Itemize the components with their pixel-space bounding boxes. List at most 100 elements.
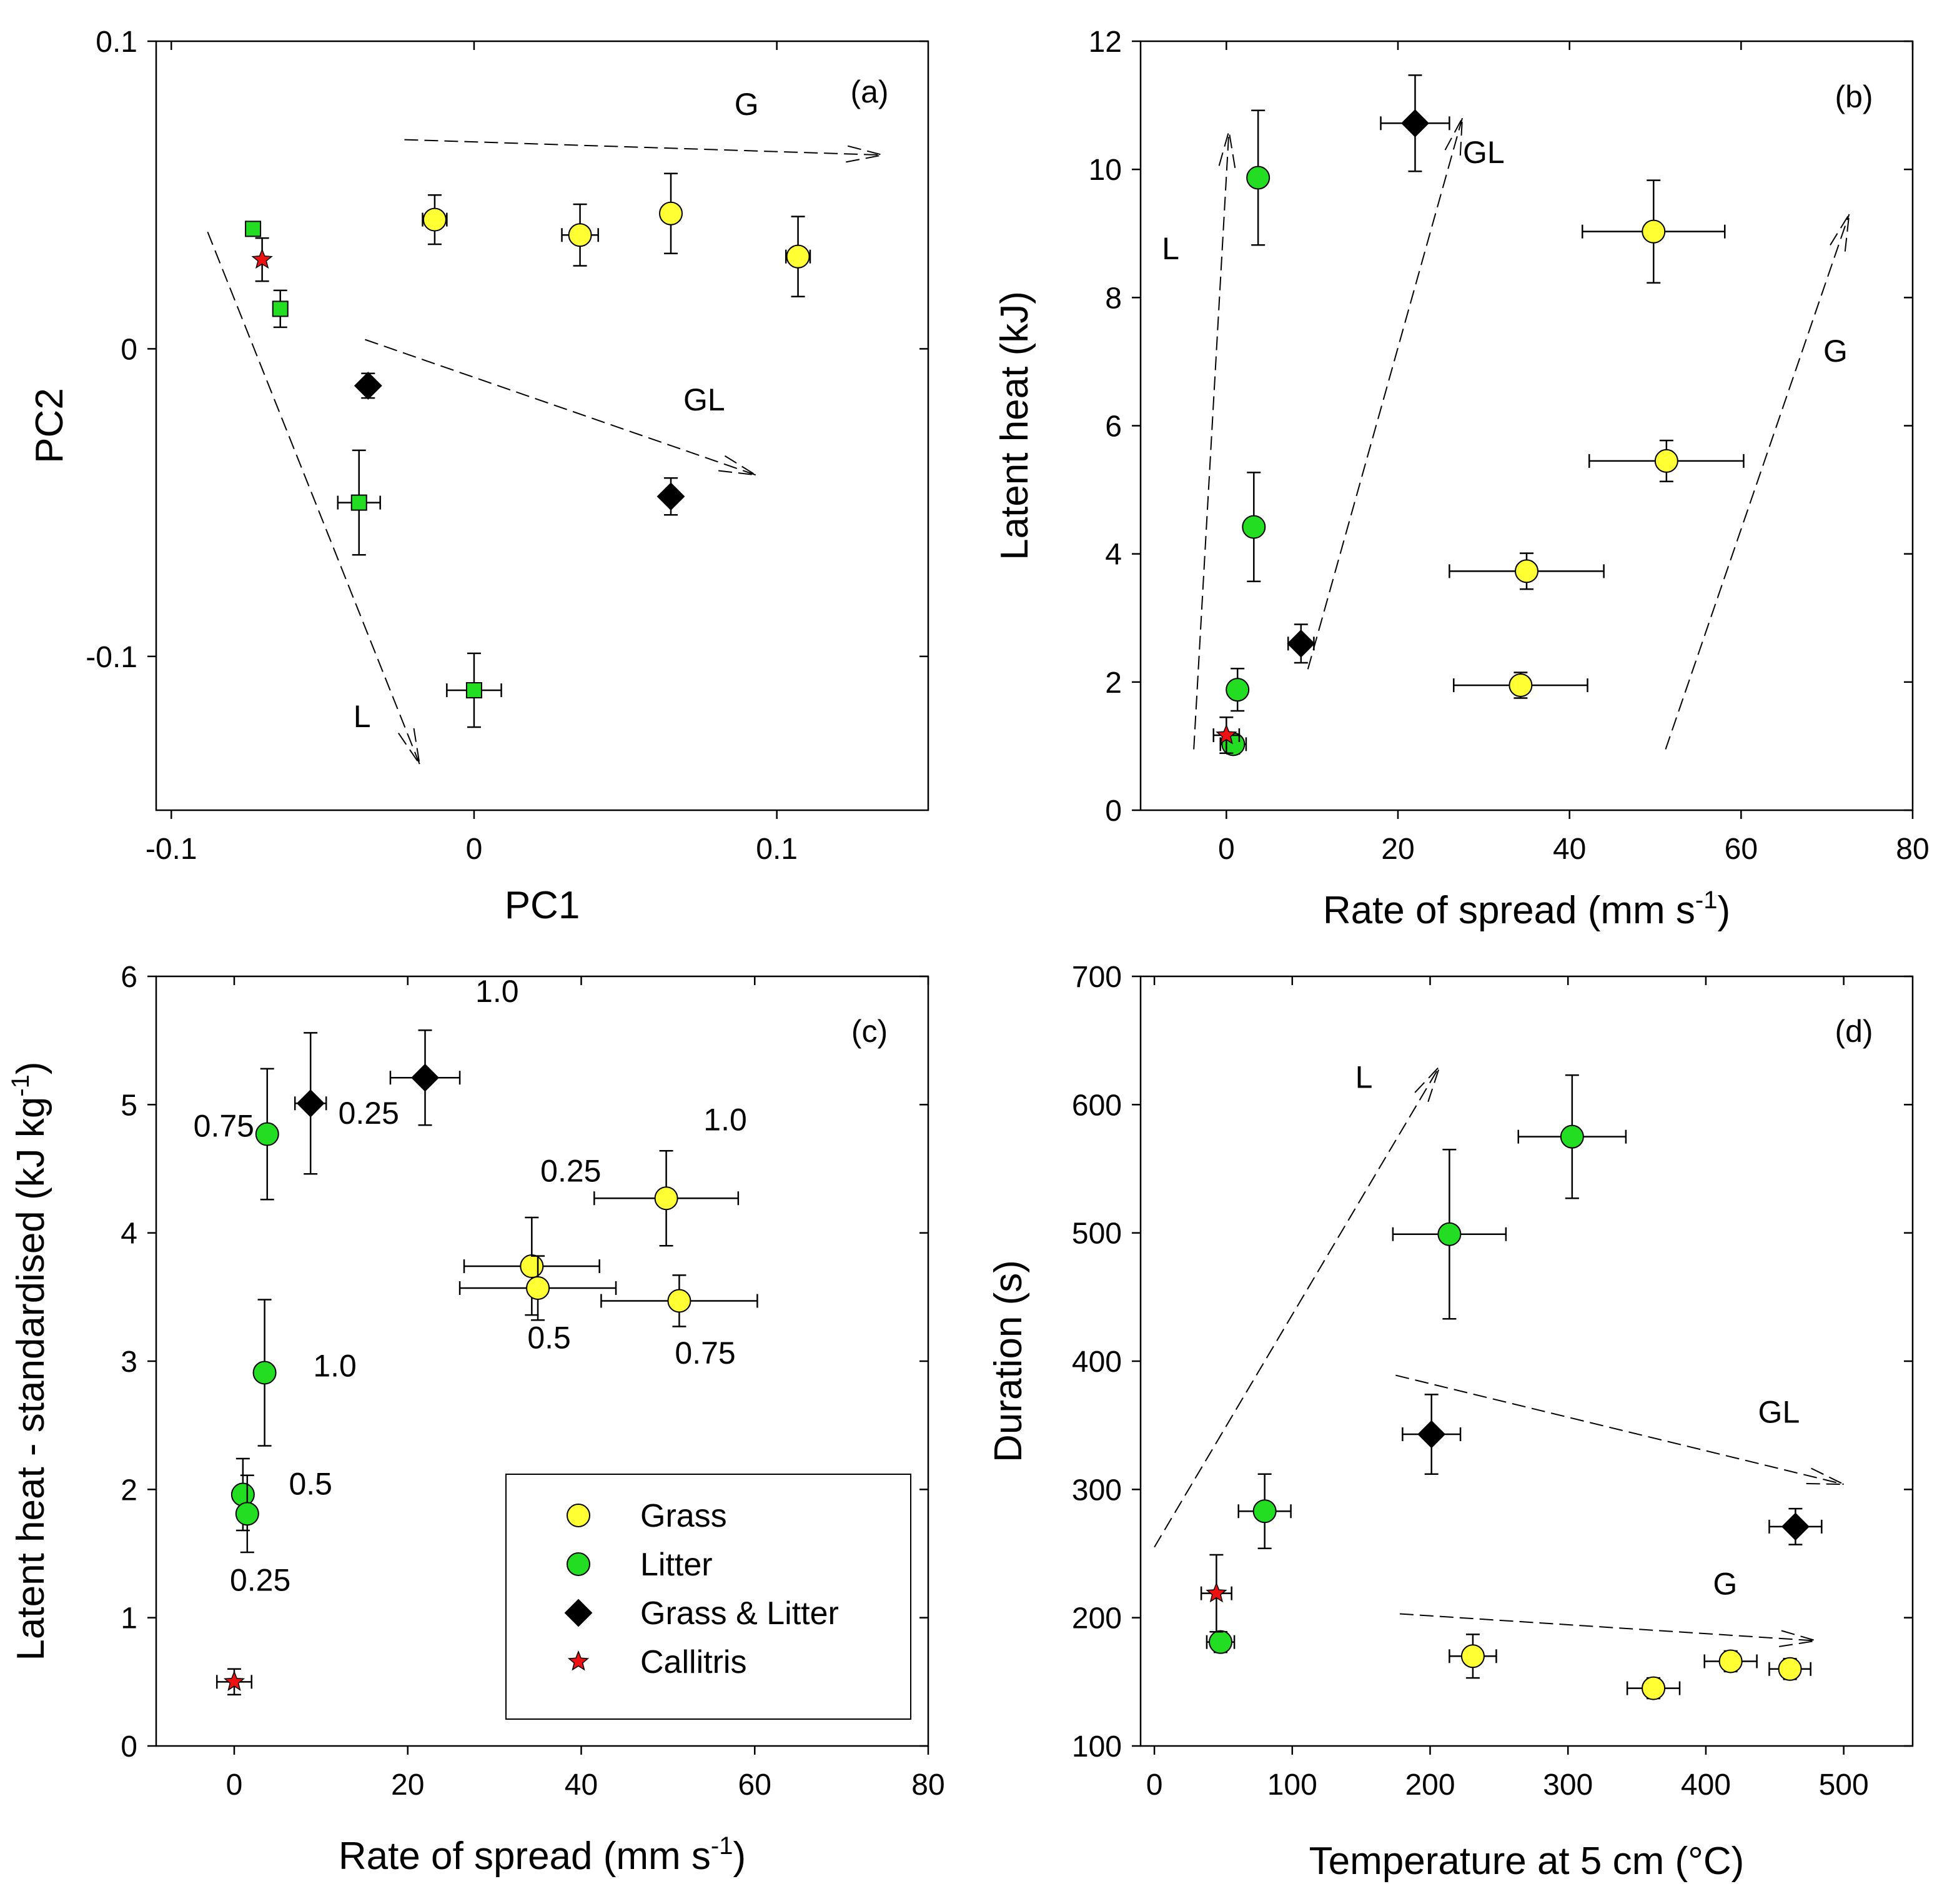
arrow-label: G xyxy=(1713,1567,1737,1602)
legend: Grass Litter Grass & Litter Callitris xyxy=(505,1474,911,1720)
trend-arrowhead-gl xyxy=(718,454,756,476)
fuel-load-label: 0.75 xyxy=(675,1336,735,1371)
star-marker xyxy=(251,248,273,269)
trend-arrow-l xyxy=(1154,1066,1440,1548)
data-point-grass-litter xyxy=(1768,1507,1823,1545)
circle-marker xyxy=(659,201,683,226)
y-tick-label: 100 xyxy=(1072,1730,1122,1763)
panel-d: 0 100 200 300 400 500 100 200 300 400 500 600 700 Tem… xyxy=(987,961,1914,1883)
data-point-grass xyxy=(463,1216,600,1316)
data-point-litter xyxy=(1237,1473,1292,1550)
diamond-marker xyxy=(1781,1512,1810,1541)
arrow-label: GL xyxy=(683,382,725,417)
fuel-load-label: 0.75 xyxy=(194,1109,254,1144)
data-point-grass xyxy=(659,172,683,255)
data-point-grass xyxy=(1453,672,1588,699)
x-tick-label: 80 xyxy=(1896,833,1929,866)
y-tick-label: 0 xyxy=(121,1730,137,1763)
x-tick-label: 100 xyxy=(1267,1768,1317,1802)
circle-marker xyxy=(1778,1657,1802,1681)
x-tick-label: 300 xyxy=(1543,1768,1593,1802)
x-tick-label: 0 xyxy=(466,833,483,866)
data-point-litter xyxy=(337,449,381,556)
diamond-marker xyxy=(411,1063,439,1092)
legend-item-litter: Litter xyxy=(567,1547,713,1583)
y-tick-label: 0.1 xyxy=(96,26,137,59)
circle-marker xyxy=(786,244,810,269)
data-point-grass xyxy=(1449,552,1605,590)
data-point-grass xyxy=(1582,179,1726,284)
circle-marker xyxy=(568,223,592,247)
data-point-litter xyxy=(235,1474,259,1554)
data-point-grass-litter xyxy=(354,372,382,400)
data-point-litter xyxy=(245,221,262,237)
y-tick-label: 0 xyxy=(121,333,137,366)
data-point-grass xyxy=(785,216,811,297)
circle-marker xyxy=(654,1186,678,1211)
y-tick-label: 300 xyxy=(1072,1474,1122,1507)
panel-label: (d) xyxy=(1835,1014,1873,1049)
data-point-litter xyxy=(1206,1630,1236,1654)
arrow-label: L xyxy=(1162,231,1179,266)
square-marker xyxy=(245,221,262,237)
legend-marker xyxy=(567,1650,590,1671)
data-point-grass-litter xyxy=(389,1029,461,1126)
diamond-marker xyxy=(1287,629,1315,658)
panel-b: 0 20 40 60 80 0 2 4 6 8 10 12 Rate of spread (mm s-1… xyxy=(993,26,1930,932)
circle-marker xyxy=(252,1361,277,1385)
circle-marker xyxy=(1226,678,1250,702)
diamond-marker xyxy=(656,482,685,511)
data-point-grass xyxy=(458,1255,617,1321)
y-tick-label: 200 xyxy=(1072,1602,1122,1635)
panel-a: -0.1 0 0.1 -0.1 0 0.1 PC1 PC2 (a) G GL L xyxy=(28,26,929,927)
circle-marker xyxy=(1209,1630,1233,1654)
trend-arrowhead-g xyxy=(1779,1629,1816,1647)
y-tick-label: 400 xyxy=(1072,1346,1122,1379)
y-tick-label: 500 xyxy=(1072,1217,1122,1251)
y-tick-label: 600 xyxy=(1072,1089,1122,1122)
data-point-grass-litter xyxy=(1287,623,1315,664)
y-tick-label: 3 xyxy=(121,1346,137,1379)
trend-arrow-gl xyxy=(1395,1374,1844,1485)
diamond-marker xyxy=(296,1089,325,1118)
circle-marker xyxy=(526,1276,550,1300)
data-point-litter xyxy=(446,652,502,728)
circle-marker xyxy=(1437,1222,1462,1246)
trend-arrow-gl xyxy=(365,339,756,476)
circle-marker xyxy=(422,207,447,232)
x-tick-label: 20 xyxy=(1381,833,1414,866)
legend-label: Grass xyxy=(640,1498,727,1534)
x-tick-label: 200 xyxy=(1405,1768,1455,1802)
plot-frame xyxy=(155,40,929,811)
x-tick-label: 0.1 xyxy=(756,833,798,866)
data-point-callitris xyxy=(251,237,273,282)
x-tick-label: 40 xyxy=(1553,833,1586,866)
x-tick-label: 20 xyxy=(391,1768,424,1802)
x-tick-label: 40 xyxy=(565,1768,598,1802)
trend-arrowhead-gl xyxy=(1806,1467,1845,1485)
x-tick-label: -0.1 xyxy=(146,833,197,866)
plot-frame xyxy=(1139,975,1914,1747)
data-point-litter xyxy=(1517,1074,1627,1199)
circle-marker xyxy=(235,1502,259,1526)
data-point-litter xyxy=(230,1457,255,1532)
data-point-grass xyxy=(561,203,599,267)
legend-item-grass: Grass xyxy=(567,1498,727,1534)
circle-marker xyxy=(1246,166,1271,190)
x-axis-title: Rate of spread (mm s-1) xyxy=(1323,886,1730,932)
data-point-litter xyxy=(255,1068,279,1201)
y-tick-label: 1 xyxy=(121,1602,137,1635)
x-axis-title: PC1 xyxy=(505,884,580,927)
circle-marker xyxy=(1460,1644,1485,1668)
circle-marker xyxy=(1642,219,1666,244)
y-tick-label: -0.1 xyxy=(86,641,137,674)
y-tick-label: 2 xyxy=(1105,667,1122,700)
x-tick-label: 60 xyxy=(738,1768,771,1802)
legend-item-grass-litter: Grass & Litter xyxy=(564,1595,839,1632)
x-tick-label: 500 xyxy=(1819,1768,1869,1802)
square-marker xyxy=(272,300,289,317)
fuel-load-label: 0.5 xyxy=(527,1320,571,1355)
arrow-label: L xyxy=(354,699,371,734)
data-point-grass xyxy=(422,194,448,245)
